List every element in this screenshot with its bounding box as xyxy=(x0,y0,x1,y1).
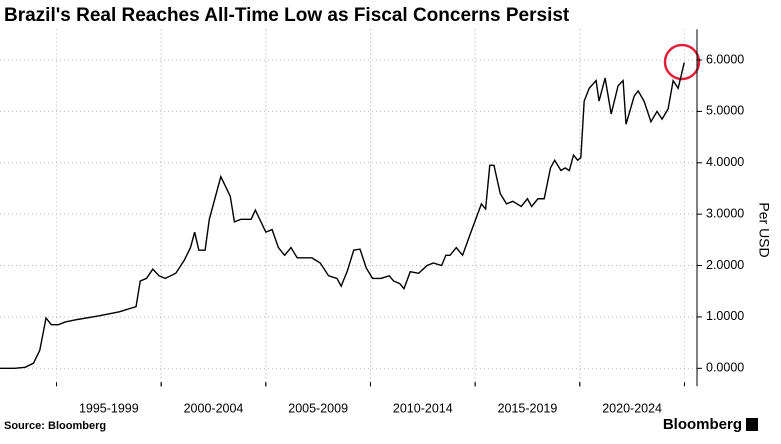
y-tick-label: 1.0000 xyxy=(706,309,744,323)
x-tick-label: 2000-2004 xyxy=(184,401,244,415)
y-tick-label: 5.0000 xyxy=(706,104,744,118)
y-axis-label: Per USD xyxy=(756,202,772,257)
brand: Bloomberg xyxy=(663,416,742,433)
y-tick-label: 4.0000 xyxy=(706,155,744,169)
chart-title: Brazil's Real Reaches All-Time Low as Fi… xyxy=(4,5,570,26)
y-tick-label: 6.0000 xyxy=(706,52,744,66)
x-tick-label: 2020-2024 xyxy=(602,401,662,415)
highlight-circle xyxy=(663,43,701,81)
line-series xyxy=(0,62,685,370)
brand-icon xyxy=(746,418,758,431)
x-tick-label: 2015-2019 xyxy=(498,401,558,415)
x-tick-label: 1995-1999 xyxy=(79,401,139,415)
y-tick-label: 0.0000 xyxy=(706,361,744,375)
y-tick-label: 3.0000 xyxy=(706,206,744,220)
y-tick-label: 2.0000 xyxy=(706,258,744,272)
source: Source: Bloomberg xyxy=(4,420,106,432)
x-tick-label: 2010-2014 xyxy=(393,401,453,415)
x-tick-label: 2005-2009 xyxy=(288,401,348,415)
